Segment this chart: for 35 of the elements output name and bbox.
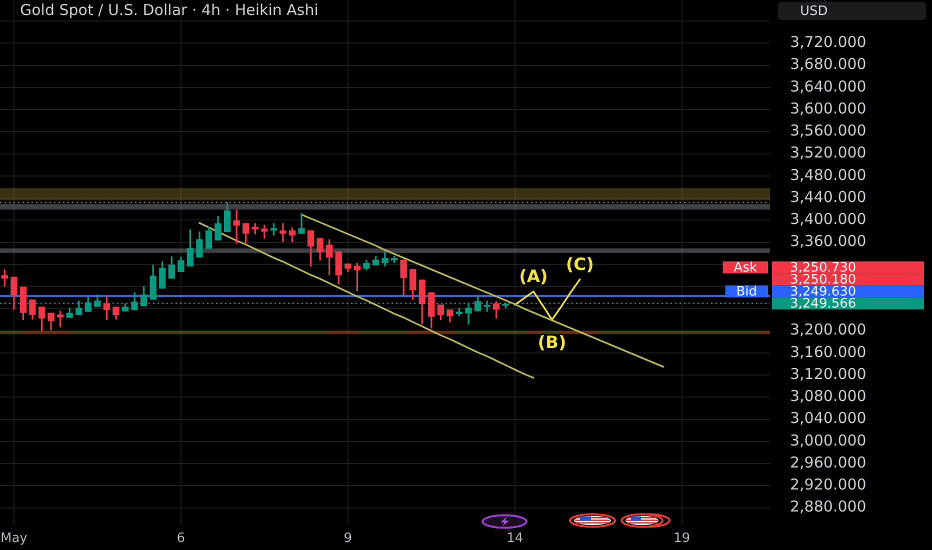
y-tick-label: 3,640.000 (790, 77, 866, 96)
y-tick-label: 3,360.000 (790, 232, 866, 250)
y-tick-label: 3,040.000 (790, 409, 866, 428)
y-tick-label: 3,080.000 (790, 387, 866, 406)
y-tick-label: 3,600.000 (790, 99, 866, 118)
y-tick-label: 2,880.000 (790, 498, 866, 516)
y-tick-label: 3,720.000 (790, 33, 866, 52)
annotation: Bid (736, 284, 758, 300)
y-tick-label: 3,120.000 (790, 364, 866, 383)
annotation: (A) (519, 266, 548, 287)
x-tick-label: 14 (506, 531, 524, 546)
y-tick-label: 2,960.000 (790, 453, 866, 472)
y-tick-label: 3,560.000 (790, 122, 866, 140)
candlestick (280, 223, 286, 242)
chart-title: Gold Spot / U.S. Dollar · 4h · Heikin Ashi (20, 0, 318, 19)
y-tick-label: 3,480.000 (790, 166, 866, 184)
ref-line-label: 3,249.566 (790, 296, 856, 312)
annotation: (C) (566, 254, 594, 275)
candlestick (233, 210, 240, 244)
y-tick-label: 3,000.000 (790, 431, 866, 450)
y-tick-label: 3,400.000 (790, 210, 866, 228)
x-tick-label: 9 (344, 531, 352, 546)
y-axis-title: USD (800, 4, 828, 19)
y-tick-label: 3,200.000 (790, 320, 866, 339)
y-tick-label: 3,440.000 (790, 188, 866, 206)
y-tick-label: 3,520.000 (790, 144, 866, 162)
annotation: (B) (538, 333, 566, 354)
x-tick-label: 6 (176, 531, 186, 546)
y-tick-label: 2,920.000 (790, 476, 866, 494)
annotation: Ask (734, 260, 758, 276)
y-tick-label: 3,160.000 (790, 342, 866, 361)
candlestick (484, 300, 490, 312)
x-tick-label: May (0, 531, 28, 546)
x-tick-label: 19 (674, 531, 690, 546)
y-tick-label: 3,680.000 (790, 55, 866, 74)
